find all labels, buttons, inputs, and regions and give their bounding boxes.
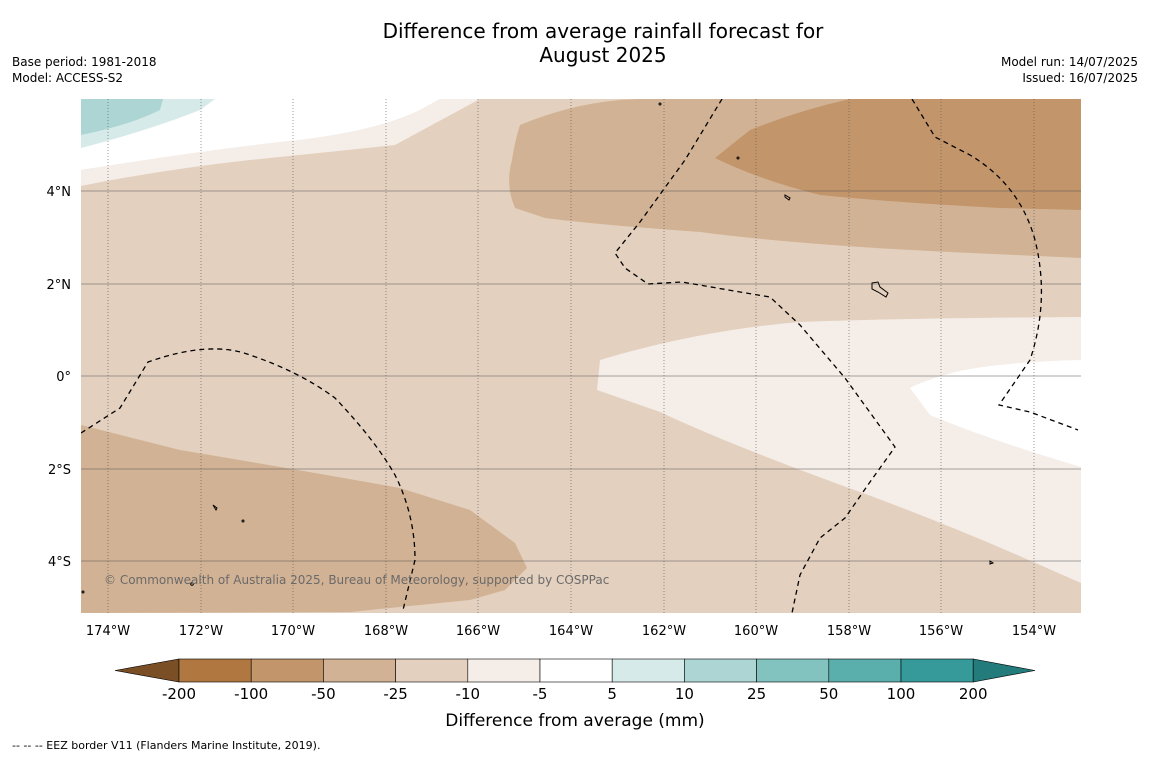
longitude-label: 158°W <box>827 624 871 639</box>
colorbar-ticks: -200 -100 -50 -25 -10 -5 5 10 25 50 100 200 <box>162 685 988 703</box>
colorbar-swatch <box>539 658 613 683</box>
anomaly-region-southwest <box>81 425 527 613</box>
colorbar-swatch <box>756 658 830 683</box>
latitude-label: 2°S <box>48 463 71 478</box>
colorbar-swatch <box>828 658 902 683</box>
colorbar-swatches <box>114 658 1036 683</box>
copyright-notice: © Commonwealth of Australia 2025, Bureau… <box>104 573 609 587</box>
island-dot <box>190 582 194 586</box>
island-outline <box>212 504 218 512</box>
longitude-label: 172°W <box>179 624 223 639</box>
anomaly-region-northeast <box>715 99 1081 210</box>
longitude-label: 154°W <box>1012 624 1056 639</box>
eez-borders <box>81 99 1079 613</box>
longitude-label: 166°W <box>456 624 500 639</box>
colorbar-extend-high <box>972 658 1036 683</box>
colorbar-swatch <box>323 658 396 683</box>
colorbar-swatch <box>684 658 757 683</box>
colorbar-tick-label: 5 <box>607 685 617 703</box>
colorbar-tick-label: 10 <box>675 685 694 703</box>
meta-left: Base period: 1981-2018 Model: ACCESS-S2 <box>12 54 157 86</box>
colorbar-tick-label: -50 <box>311 685 336 703</box>
islands <box>81 102 995 594</box>
colorbar-tick-label: -100 <box>234 685 268 703</box>
latitude-labels: 4°N 2°N 0° 2°S 4°S <box>47 185 72 570</box>
island-dot <box>241 519 245 523</box>
colorbar-extend-low <box>114 658 180 683</box>
colorbar-title: Difference from average (mm) <box>445 711 704 731</box>
map-title: Difference from average rainfall forecas… <box>300 19 906 67</box>
model-name: Model: ACCESS-S2 <box>12 71 124 85</box>
longitude-label: 168°W <box>364 624 408 639</box>
colorbar-swatch <box>178 658 252 683</box>
eez-border-west <box>81 348 416 611</box>
island-dot <box>736 156 740 160</box>
eez-border-east <box>911 99 1079 431</box>
meta-right: Model run: 14/07/2025 Issued: 16/07/2025 <box>1001 54 1138 86</box>
longitude-label: 160°W <box>734 624 778 639</box>
island-outline <box>989 560 995 565</box>
island-dot <box>658 102 662 106</box>
colorbar-tick-label: -10 <box>456 685 481 703</box>
colorbar-tick-label: 100 <box>887 685 916 703</box>
title-line-1: Difference from average rainfall forecas… <box>382 19 824 43</box>
colorbar-tick-label: 50 <box>819 685 838 703</box>
island-outline <box>784 194 791 201</box>
colorbar-swatch <box>250 658 324 683</box>
longitude-label: 170°W <box>271 624 315 639</box>
map-fill <box>81 99 1081 613</box>
latitude-label: 4°S <box>48 555 71 570</box>
anomaly-band-north <box>81 99 480 186</box>
colorbar-tick-label: 200 <box>959 685 988 703</box>
issued-date: Issued: 16/07/2025 <box>1022 71 1138 85</box>
longitude-label: 174°W <box>86 624 130 639</box>
eez-footnote: -- -- -- EEZ border V11 (Flanders Marine… <box>12 739 321 752</box>
base-period: Base period: 1981-2018 <box>12 55 157 69</box>
island-dot <box>81 590 85 594</box>
colorbar-tick-label: 25 <box>747 685 766 703</box>
longitude-label: 156°W <box>919 624 963 639</box>
latitude-label: 0° <box>56 370 71 385</box>
colorbar-swatch <box>467 658 541 683</box>
island-outline <box>871 281 889 298</box>
latitude-label: 4°N <box>47 185 72 200</box>
longitude-label: 164°W <box>549 624 593 639</box>
model-run: Model run: 14/07/2025 <box>1000 55 1138 69</box>
eez-border-center <box>614 99 896 613</box>
latitude-label: 2°N <box>47 278 72 293</box>
colorbar-tick-label: -25 <box>383 685 408 703</box>
colorbar-swatch <box>611 658 685 683</box>
colorbar-tick-label: -5 <box>533 685 548 703</box>
colorbar-swatch <box>395 658 469 683</box>
wetter-region <box>81 99 163 135</box>
colorbar-swatch <box>900 658 974 683</box>
neutral-region-east <box>910 360 1081 467</box>
longitude-labels: 174°W 172°W 170°W 168°W 166°W 164°W 162°W 160°W… <box>86 624 1056 639</box>
colorbar-tick-label: -200 <box>162 685 196 703</box>
title-line-2: August 2025 <box>539 43 667 67</box>
longitude-label: 162°W <box>642 624 686 639</box>
